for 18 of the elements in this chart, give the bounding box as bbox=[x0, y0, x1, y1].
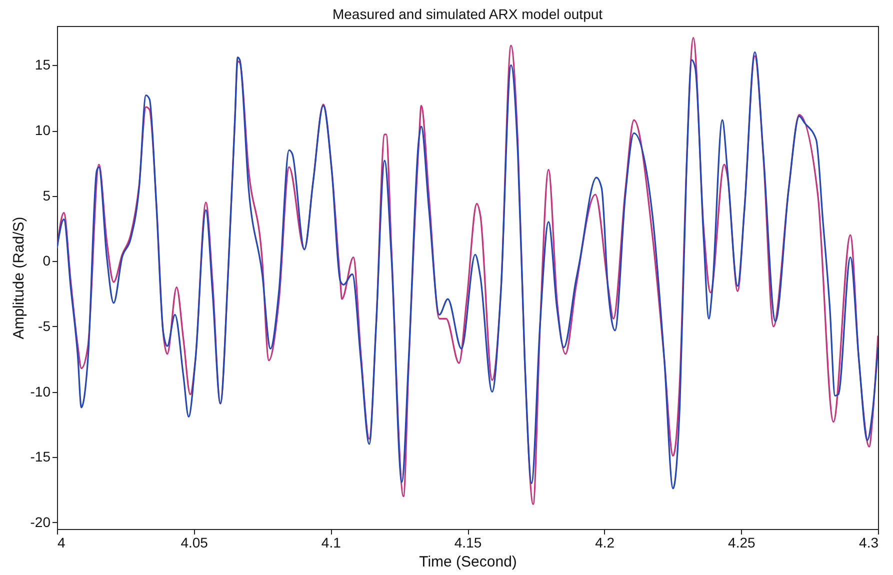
y-tick-label: -20 bbox=[30, 514, 51, 530]
y-tick-label: -10 bbox=[30, 383, 51, 400]
x-tick-label: 4.25 bbox=[728, 534, 756, 550]
x-tick-label: 4.1 bbox=[321, 534, 342, 550]
y-axis-title: Amplitude (Rad/S) bbox=[10, 216, 28, 340]
chart-title: Measured and simulated ARX model output bbox=[332, 6, 603, 22]
y-tick-label: 0 bbox=[42, 252, 51, 269]
x-tick-label: 4.05 bbox=[180, 534, 208, 550]
y-tick-label: 5 bbox=[42, 187, 51, 204]
y-tick-label: 15 bbox=[34, 56, 51, 73]
x-tick-label: 4.15 bbox=[454, 534, 482, 550]
x-axis-title: Time (Second) bbox=[419, 554, 517, 570]
x-tick-label: 4 bbox=[58, 534, 66, 550]
y-tick-label: 10 bbox=[34, 122, 51, 138]
x-tick-label: 4.2 bbox=[595, 534, 615, 550]
y-tick-label: -15 bbox=[30, 448, 51, 465]
x-tick-label: 4.3 bbox=[859, 534, 879, 550]
y-tick-label: -5 bbox=[38, 318, 51, 334]
